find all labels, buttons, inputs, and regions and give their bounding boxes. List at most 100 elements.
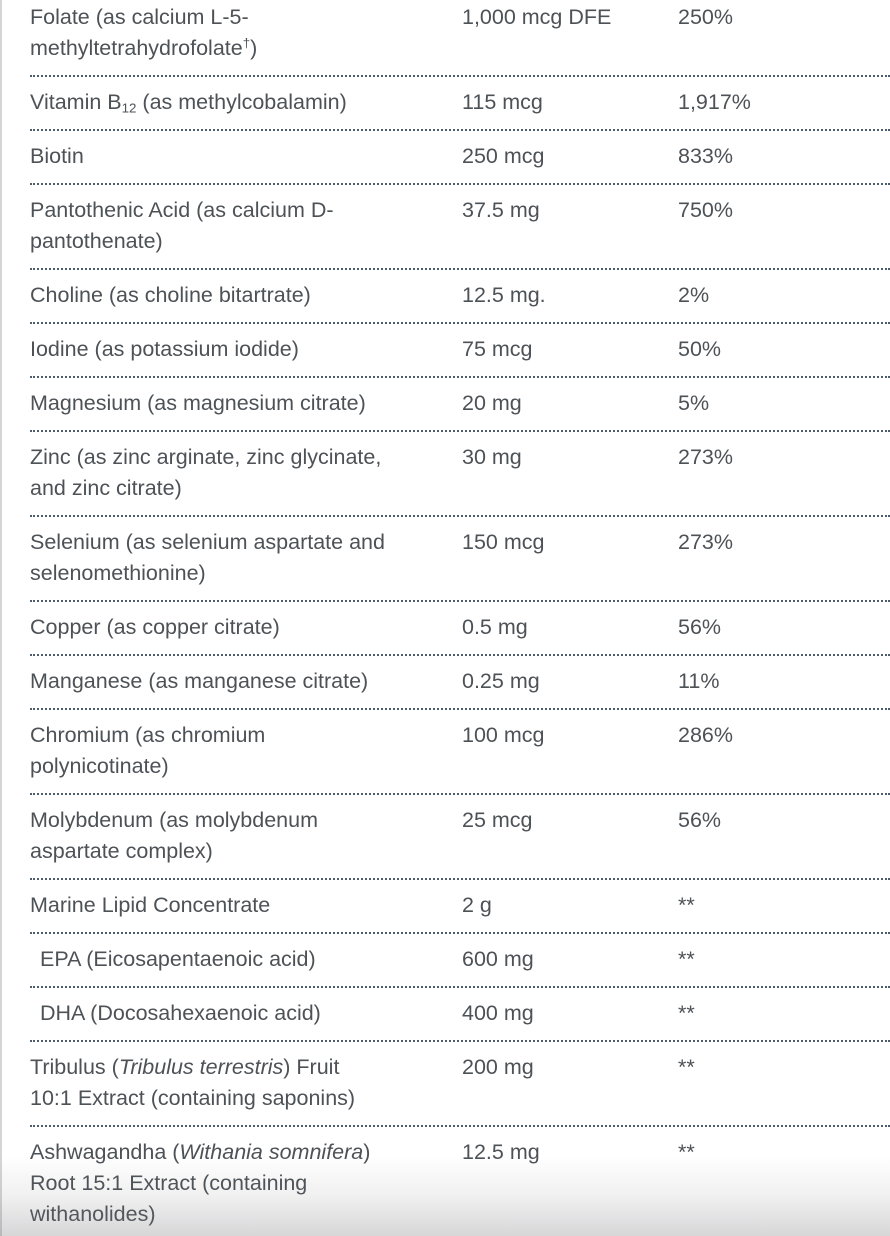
nutrient-amount: 75 mcg bbox=[462, 337, 533, 361]
nutrient-daily-value: 833% bbox=[678, 144, 733, 168]
nutrient-amount: 115 mcg bbox=[462, 90, 543, 114]
table-row: Ashwagandha (Withania somnifera) Root 15:… bbox=[30, 1127, 890, 1236]
nutrient-amount: 12.5 mg bbox=[462, 1140, 540, 1164]
nutrient-daily-value: 250% bbox=[678, 5, 733, 29]
nutrient-name-segment: polynicotinate) bbox=[30, 754, 169, 778]
nutrient-name-segment: Choline (as choline bitartrate) bbox=[30, 283, 311, 307]
nutrient-name-segment: aspartate complex) bbox=[30, 839, 213, 863]
nutrient-daily-value: ** bbox=[678, 1140, 695, 1164]
left-border-line bbox=[0, 0, 2, 1236]
nutrient-amount: 37.5 mg bbox=[462, 198, 540, 222]
nutrient-name-segment: Tribulus terrestris bbox=[118, 1055, 284, 1079]
nutrient-name-segment: and zinc citrate) bbox=[30, 476, 182, 500]
nutrient-daily-value: 2% bbox=[678, 283, 710, 307]
nutrient-daily-value: ** bbox=[678, 947, 695, 971]
nutrient-name-segment: Molybdenum (as molybdenum bbox=[30, 808, 318, 832]
nutrient-amount: 20 mg bbox=[462, 391, 522, 415]
table-row: Manganese (as manganese citrate) 0.25 mg 1… bbox=[30, 656, 890, 710]
nutrient-amount: 150 mcg bbox=[462, 530, 545, 554]
nutrient-name: Tribulus (Tribulus terrestris) Fruit 10:1… bbox=[30, 1052, 462, 1114]
nutrient-name: Chromium (as chromium polynicotinate) bbox=[30, 720, 462, 782]
nutrient-name-segment: Folate (as calcium L-5- bbox=[30, 5, 249, 29]
nutrient-name-segment: pantothenate) bbox=[30, 229, 163, 253]
table-row: Choline (as choline bitartrate) 12.5 mg. 2… bbox=[30, 270, 890, 324]
nutrient-name: Selenium (as selenium aspartate and selen… bbox=[30, 527, 462, 589]
nutrient-amount: 250 mcg bbox=[462, 144, 545, 168]
supplement-table: Folate (as calcium L-5- methyltetrahydrof… bbox=[30, 0, 890, 1236]
table-row: Copper (as copper citrate) 0.5 mg 56% bbox=[30, 602, 890, 656]
table-row: Biotin 250 mcg 833% bbox=[30, 131, 890, 185]
nutrient-daily-value: 273% bbox=[678, 530, 733, 554]
table-row: Folate (as calcium L-5- methyltetrahydrof… bbox=[30, 0, 890, 77]
nutrient-amount: 12.5 mg. bbox=[462, 283, 546, 307]
nutrient-daily-value: 56% bbox=[678, 615, 722, 639]
nutrient-name-segment: Copper (as copper citrate) bbox=[30, 615, 280, 639]
table-row: Molybdenum (as molybdenum aspartate compl… bbox=[30, 795, 890, 880]
table-row: Chromium (as chromium polynicotinate) 100 … bbox=[30, 710, 890, 795]
nutrient-daily-value: 5% bbox=[678, 391, 710, 415]
nutrient-name-segment: ) Fruit bbox=[283, 1055, 340, 1079]
nutrient-name-segment: Selenium (as selenium aspartate and bbox=[30, 530, 385, 554]
nutrient-name: Ashwagandha (Withania somnifera) Root 15:… bbox=[30, 1137, 462, 1230]
nutrient-name-segment: Root 15:1 Extract (containing bbox=[30, 1171, 308, 1195]
nutrient-name-segment: Ashwagandha ( bbox=[30, 1140, 180, 1164]
nutrient-amount: 0.5 mg bbox=[462, 615, 528, 639]
table-row: DHA (Docosahexaenoic acid) 400 mg ** bbox=[30, 988, 890, 1042]
nutrient-name-segment: 12 bbox=[121, 100, 137, 116]
nutrient-name-segment: Marine Lipid Concentrate bbox=[30, 893, 271, 917]
nutrient-name-segment: Pantothenic Acid (as calcium D- bbox=[30, 198, 334, 222]
nutrient-name-segment: methyltetrahydrofolate bbox=[30, 36, 243, 60]
table-row: Zinc (as zinc arginate, zinc glycinate, a… bbox=[30, 432, 890, 517]
nutrient-amount: 600 mg bbox=[462, 947, 534, 971]
nutrient-daily-value: 56% bbox=[678, 808, 722, 832]
nutrient-amount: 30 mg bbox=[462, 445, 522, 469]
nutrient-name-segment: † bbox=[242, 35, 251, 51]
nutrient-daily-value: 273% bbox=[678, 445, 733, 469]
nutrient-daily-value: 286% bbox=[678, 723, 733, 747]
table-row: Tribulus (Tribulus terrestris) Fruit 10:1… bbox=[30, 1042, 890, 1127]
nutrient-name: Copper (as copper citrate) bbox=[30, 612, 462, 643]
nutrient-name: Magnesium (as magnesium citrate) bbox=[30, 388, 462, 419]
nutrient-daily-value: ** bbox=[678, 893, 695, 917]
nutrient-name-segment: ) bbox=[250, 36, 258, 60]
table-row: Pantothenic Acid (as calcium D-pantothen… bbox=[30, 185, 890, 270]
nutrient-name: Folate (as calcium L-5- methyltetrahydrof… bbox=[30, 2, 462, 64]
nutrient-daily-value: ** bbox=[678, 1055, 695, 1079]
nutrient-amount: 400 mg bbox=[462, 1001, 534, 1025]
nutrient-amount: 100 mcg bbox=[462, 723, 545, 747]
nutrient-amount: 25 mcg bbox=[462, 808, 533, 832]
nutrient-name-segment: Chromium (as chromium bbox=[30, 723, 266, 747]
nutrient-amount: 0.25 mg bbox=[462, 669, 540, 693]
nutrient-name-segment: 10:1 Extract (containing saponins) bbox=[30, 1086, 356, 1110]
nutrient-name: Vitamin B12 (as methylcobalamin) bbox=[30, 87, 462, 118]
nutrient-name-segment: (as methylcobalamin) bbox=[136, 90, 347, 114]
table-row: Vitamin B12 (as methylcobalamin) 115 mcg 1… bbox=[30, 77, 890, 131]
nutrient-name: Molybdenum (as molybdenum aspartate compl… bbox=[30, 805, 462, 867]
nutrient-name-segment: Withania somnifera bbox=[179, 1140, 364, 1164]
nutrient-name-segment: Manganese (as manganese citrate) bbox=[30, 669, 369, 693]
table-row: Selenium (as selenium aspartate and selen… bbox=[30, 517, 890, 602]
nutrient-name: Marine Lipid Concentrate bbox=[30, 890, 462, 921]
nutrient-name-segment: Iodine (as potassium iodide) bbox=[30, 337, 299, 361]
table-row: Magnesium (as magnesium citrate) 20 mg 5% bbox=[30, 378, 890, 432]
nutrient-daily-value: 1,917% bbox=[678, 90, 751, 114]
table-row: Iodine (as potassium iodide) 75 mcg 50% bbox=[30, 324, 890, 378]
nutrient-daily-value: ** bbox=[678, 1001, 695, 1025]
nutrient-name: Manganese (as manganese citrate) bbox=[30, 666, 462, 697]
nutrient-name-segment: Zinc (as zinc arginate, zinc glycinate, bbox=[30, 445, 382, 469]
table-row: EPA (Eicosapentaenoic acid) 600 mg ** bbox=[30, 934, 890, 988]
nutrient-name: DHA (Docosahexaenoic acid) bbox=[30, 998, 462, 1029]
nutrient-name-segment: Magnesium (as magnesium citrate) bbox=[30, 391, 366, 415]
nutrient-name: Pantothenic Acid (as calcium D-pantothen… bbox=[30, 195, 462, 257]
nutrient-amount: 1,000 mcg DFE bbox=[462, 5, 612, 29]
nutrient-name-segment: Biotin bbox=[30, 144, 84, 168]
nutrient-name: Iodine (as potassium iodide) bbox=[30, 334, 462, 365]
nutrient-name-segment: Tribulus ( bbox=[30, 1055, 119, 1079]
nutrient-name: EPA (Eicosapentaenoic acid) bbox=[30, 944, 462, 975]
nutrient-name-segment: Vitamin B bbox=[30, 90, 122, 114]
nutrient-daily-value: 11% bbox=[678, 669, 720, 693]
nutrient-name-segment: withanolides) bbox=[30, 1202, 156, 1226]
nutrient-name-segment: DHA (Docosahexaenoic acid) bbox=[40, 1001, 321, 1025]
nutrient-name: Biotin bbox=[30, 141, 462, 172]
nutrient-amount: 200 mg bbox=[462, 1055, 534, 1079]
